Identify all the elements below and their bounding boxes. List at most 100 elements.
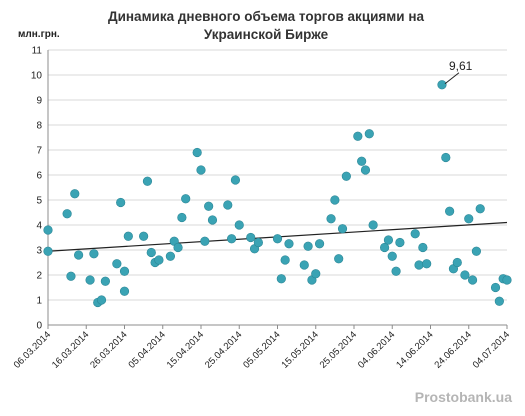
data-point bbox=[123, 231, 133, 241]
data-point bbox=[368, 220, 378, 230]
x-tick-label: 06.03.2014 bbox=[12, 329, 53, 370]
data-point bbox=[112, 259, 122, 269]
data-point bbox=[387, 251, 397, 261]
x-tick-label: 25.04.2014 bbox=[203, 329, 244, 370]
data-point bbox=[204, 201, 214, 211]
data-point bbox=[299, 260, 309, 270]
y-tick-label: 10 bbox=[31, 71, 43, 82]
data-point bbox=[116, 197, 126, 208]
data-point bbox=[422, 259, 432, 269]
x-tick-label: 16.03.2014 bbox=[50, 329, 91, 370]
data-point bbox=[100, 276, 110, 286]
y-tick-label: 1 bbox=[36, 296, 42, 307]
data-point bbox=[89, 249, 99, 259]
annotation-leader-line bbox=[444, 72, 460, 85]
x-tick-label: 15.04.2014 bbox=[165, 329, 206, 370]
data-point bbox=[391, 266, 401, 276]
data-point bbox=[383, 235, 394, 245]
data-point bbox=[96, 295, 107, 305]
data-point bbox=[230, 175, 241, 185]
data-point bbox=[181, 194, 191, 204]
data-point bbox=[154, 255, 164, 265]
y-tick-labels: 0 1 2 3 4 5 6 7 8 9 10 11 bbox=[31, 46, 43, 332]
data-point bbox=[464, 214, 474, 224]
data-point bbox=[73, 250, 84, 260]
data-point bbox=[326, 214, 336, 224]
data-point bbox=[314, 239, 325, 249]
watermark: Prostobank.ua bbox=[415, 389, 512, 405]
annotation-group: 9,61 bbox=[444, 59, 473, 85]
data-point bbox=[502, 275, 512, 285]
data-point bbox=[66, 271, 76, 281]
data-point bbox=[467, 275, 478, 285]
x-tick-label: 24.06.2014 bbox=[432, 329, 473, 370]
data-point bbox=[418, 242, 428, 253]
data-point bbox=[146, 247, 156, 258]
x-tick-label: 04.06.2014 bbox=[356, 329, 397, 370]
chart-title-line-2: Украинской Бирже bbox=[204, 27, 329, 42]
data-point bbox=[395, 237, 405, 248]
data-point bbox=[119, 266, 130, 276]
data-point bbox=[200, 236, 210, 246]
data-point bbox=[139, 231, 149, 241]
y-tick-label: 5 bbox=[36, 196, 42, 207]
data-point bbox=[223, 200, 233, 210]
y-tick-label: 2 bbox=[36, 271, 42, 282]
data-point bbox=[192, 147, 202, 158]
data-point bbox=[303, 241, 313, 251]
data-point bbox=[276, 274, 286, 284]
data-point bbox=[311, 269, 321, 279]
x-tick-label: 04.07.2014 bbox=[471, 329, 512, 370]
y-axis-unit-label: млн.грн. bbox=[18, 29, 60, 40]
y-tick-label: 0 bbox=[36, 321, 42, 332]
data-point bbox=[410, 229, 420, 239]
x-tick-label: 26.03.2014 bbox=[88, 329, 129, 370]
data-point bbox=[70, 189, 80, 199]
data-point bbox=[253, 237, 263, 248]
data-point bbox=[165, 251, 175, 261]
data-point bbox=[475, 204, 485, 214]
data-point bbox=[337, 224, 348, 234]
y-tick-label: 9 bbox=[36, 96, 42, 107]
data-point bbox=[357, 156, 367, 166]
data-point bbox=[196, 165, 206, 175]
data-point bbox=[207, 215, 218, 225]
data-point bbox=[330, 195, 340, 205]
data-point bbox=[85, 275, 95, 285]
data-point bbox=[437, 80, 447, 90]
data-point bbox=[441, 152, 451, 163]
x-tick-label: 25.05.2014 bbox=[318, 329, 359, 370]
data-points bbox=[43, 80, 512, 308]
y-tick-label: 6 bbox=[36, 171, 42, 182]
data-point bbox=[62, 209, 72, 219]
data-point bbox=[177, 212, 187, 223]
data-point bbox=[445, 206, 455, 216]
y-tick-label: 4 bbox=[36, 221, 42, 232]
y-tick-label: 8 bbox=[36, 121, 42, 132]
data-point bbox=[490, 282, 501, 293]
x-tick-label: 05.04.2014 bbox=[126, 329, 167, 370]
data-point bbox=[460, 270, 470, 280]
y-tick-label: 7 bbox=[36, 146, 42, 157]
data-point bbox=[227, 234, 237, 244]
x-tick-labels: 06.03.201416.03.201426.03.201405.04.2014… bbox=[12, 325, 512, 371]
data-point bbox=[334, 254, 344, 264]
x-tick-label: 05.05.2014 bbox=[241, 329, 282, 370]
data-point bbox=[353, 131, 363, 141]
data-point bbox=[234, 220, 244, 230]
data-point bbox=[280, 255, 290, 265]
data-point bbox=[284, 239, 294, 249]
data-point bbox=[360, 165, 371, 175]
data-point bbox=[142, 176, 153, 186]
data-point bbox=[43, 225, 53, 235]
axes bbox=[47, 50, 507, 326]
data-point bbox=[380, 242, 390, 253]
y-tick-label: 11 bbox=[32, 46, 43, 57]
data-point bbox=[471, 246, 482, 256]
data-point bbox=[341, 171, 351, 181]
data-point bbox=[364, 129, 374, 139]
data-point bbox=[272, 234, 283, 244]
x-tick-label: 15.05.2014 bbox=[279, 329, 320, 370]
chart-title-line-1: Динамика дневного объема торгов акциями … bbox=[108, 9, 424, 24]
